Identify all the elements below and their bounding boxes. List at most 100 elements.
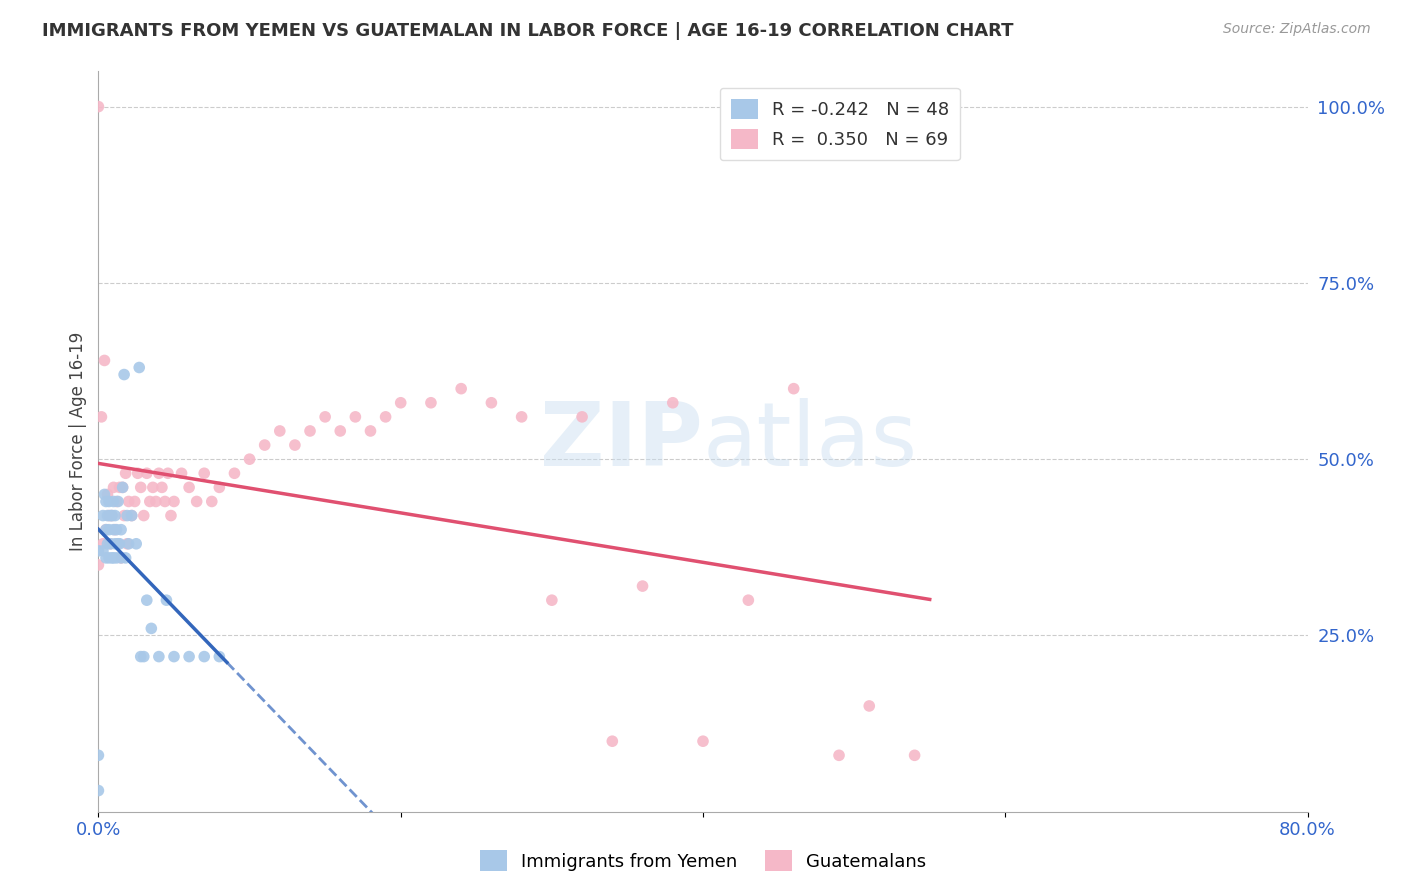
Point xyxy=(269,424,291,438)
Point xyxy=(150,480,173,494)
Point xyxy=(96,508,118,523)
Point xyxy=(93,353,115,368)
Point xyxy=(224,467,246,481)
Point xyxy=(90,409,112,424)
Point xyxy=(96,537,118,551)
Legend: R = -0.242   N = 48, R =  0.350   N = 69: R = -0.242 N = 48, R = 0.350 N = 69 xyxy=(720,87,960,161)
Point xyxy=(737,593,759,607)
Point xyxy=(179,480,201,494)
Text: IMMIGRANTS FROM YEMEN VS GUATEMALAN IN LABOR FORCE | AGE 16-19 CORRELATION CHART: IMMIGRANTS FROM YEMEN VS GUATEMALAN IN L… xyxy=(42,22,1014,40)
Point xyxy=(125,537,148,551)
Point xyxy=(98,508,121,523)
Point xyxy=(87,544,110,558)
Point xyxy=(100,537,122,551)
Point xyxy=(828,748,851,763)
Point xyxy=(284,438,307,452)
Point xyxy=(160,508,183,523)
Point xyxy=(103,550,125,565)
Point xyxy=(87,100,110,114)
Point xyxy=(571,409,593,424)
Point xyxy=(110,523,132,537)
Point xyxy=(540,593,562,607)
Point xyxy=(510,409,533,424)
Point xyxy=(186,494,208,508)
Point xyxy=(253,438,276,452)
Point xyxy=(91,508,114,523)
Point xyxy=(118,537,141,551)
Point xyxy=(128,360,150,375)
Point xyxy=(93,487,115,501)
Point xyxy=(193,649,215,664)
Point xyxy=(239,452,262,467)
Point xyxy=(692,734,714,748)
Point xyxy=(114,467,136,481)
Point xyxy=(118,494,141,508)
Point xyxy=(94,550,117,565)
Point xyxy=(156,467,179,481)
Point xyxy=(129,480,152,494)
Point xyxy=(661,396,683,410)
Point xyxy=(783,382,806,396)
Point xyxy=(94,523,117,537)
Point xyxy=(103,494,125,508)
Point xyxy=(100,508,122,523)
Point xyxy=(360,424,382,438)
Point xyxy=(107,537,129,551)
Point xyxy=(114,550,136,565)
Point xyxy=(98,494,121,508)
Point xyxy=(110,550,132,565)
Point xyxy=(374,409,396,424)
Point xyxy=(103,523,125,537)
Point xyxy=(104,523,127,537)
Text: ZIP: ZIP xyxy=(540,398,703,485)
Point xyxy=(101,508,124,523)
Point xyxy=(87,748,110,763)
Point xyxy=(329,424,352,438)
Point xyxy=(101,550,124,565)
Point xyxy=(163,494,186,508)
Point xyxy=(141,621,163,635)
Point xyxy=(129,649,152,664)
Point xyxy=(103,480,125,494)
Point xyxy=(179,649,201,664)
Point xyxy=(104,537,127,551)
Point xyxy=(91,544,114,558)
Point xyxy=(108,537,131,551)
Point xyxy=(98,523,121,537)
Text: atlas: atlas xyxy=(703,398,918,485)
Legend: Immigrants from Yemen, Guatemalans: Immigrants from Yemen, Guatemalans xyxy=(472,843,934,879)
Point xyxy=(94,494,117,508)
Point xyxy=(450,382,472,396)
Point xyxy=(87,558,110,572)
Point xyxy=(142,480,165,494)
Point xyxy=(105,523,128,537)
Point xyxy=(127,467,149,481)
Point xyxy=(132,508,155,523)
Point xyxy=(105,494,128,508)
Point xyxy=(314,409,336,424)
Point xyxy=(115,508,138,523)
Point xyxy=(111,480,134,494)
Point xyxy=(135,467,157,481)
Point xyxy=(602,734,624,748)
Point xyxy=(153,494,176,508)
Point xyxy=(110,550,132,565)
Point xyxy=(299,424,322,438)
Point xyxy=(858,698,880,713)
Point xyxy=(344,409,367,424)
Point xyxy=(139,494,162,508)
Point xyxy=(148,649,170,664)
Point xyxy=(105,550,128,565)
Point xyxy=(481,396,503,410)
Point xyxy=(96,487,118,501)
Point xyxy=(104,508,127,523)
Point xyxy=(107,494,129,508)
Point xyxy=(389,396,412,410)
Point xyxy=(91,537,114,551)
Point xyxy=(155,593,177,607)
Y-axis label: In Labor Force | Age 16-19: In Labor Force | Age 16-19 xyxy=(69,332,87,551)
Point xyxy=(163,649,186,664)
Text: Source: ZipAtlas.com: Source: ZipAtlas.com xyxy=(1223,22,1371,37)
Point xyxy=(115,537,138,551)
Point xyxy=(420,396,443,410)
